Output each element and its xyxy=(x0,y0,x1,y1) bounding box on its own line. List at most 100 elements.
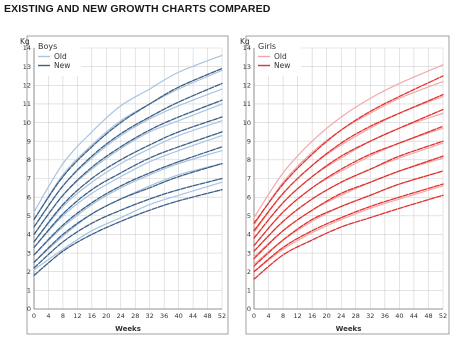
boys-y-tick-label: 13 xyxy=(23,63,31,71)
girls-y-tick-label: 11 xyxy=(243,100,251,108)
girls-x-tick-label: 8 xyxy=(281,312,285,320)
girls-y-axis-title: Kg xyxy=(240,37,250,46)
girls-y-tick-label: 9 xyxy=(247,137,251,145)
girls-x-tick-label: 0 xyxy=(252,312,256,320)
boys-x-tick-label: 12 xyxy=(73,312,81,320)
boys-y-tick-label: 6 xyxy=(27,193,31,201)
boys-y-tick-label: 2 xyxy=(27,268,31,276)
boys-x-tick-label: 8 xyxy=(61,312,65,320)
boys-x-tick-label: 48 xyxy=(203,312,211,320)
girls-x-tick-label: 24 xyxy=(337,312,345,320)
boys-y-tick-label: 9 xyxy=(27,137,31,145)
boys-legend-title: Boys xyxy=(38,42,57,51)
girls-x-tick-label: 36 xyxy=(381,312,389,320)
girls-y-tick-label: 3 xyxy=(247,249,251,257)
girls-new-curve-4 xyxy=(253,155,444,260)
girls-new-curve-6 xyxy=(253,125,444,247)
girls-y-tick-label: 2 xyxy=(247,268,251,276)
boys-y-tick-label: 12 xyxy=(23,81,31,89)
girls-y-tick-label: 13 xyxy=(243,63,251,71)
girls-new-curve-1 xyxy=(253,194,444,280)
girls-x-tick-label: 20 xyxy=(323,312,331,320)
girls-y-tick-label: 8 xyxy=(247,156,251,164)
girls-new-curve-9 xyxy=(253,75,444,224)
girls-new-curve-5 xyxy=(253,140,444,252)
girls-y-tick-label: 6 xyxy=(247,193,251,201)
boys-x-tick-label: 24 xyxy=(117,312,125,320)
boys-y-tick-label: 10 xyxy=(23,119,31,127)
boys-old-curve-8 xyxy=(33,69,223,221)
boys-y-tick-label: 4 xyxy=(27,231,31,239)
girls-series-new xyxy=(253,75,444,280)
girls-x-tick-label: 12 xyxy=(293,312,301,320)
boys-y-axis-title: Kg xyxy=(20,37,30,46)
girls-y-tick-label: 12 xyxy=(243,81,251,89)
boys-legend-bg xyxy=(35,40,81,76)
girls-y-tick-label: 0 xyxy=(247,305,251,313)
girls-legend-label-new: New xyxy=(274,61,290,70)
girls-x-tick-label: 4 xyxy=(266,312,270,320)
girls-old-curve-9 xyxy=(253,64,444,219)
girls-new-curve-8 xyxy=(253,93,444,232)
girls-new-curve-3 xyxy=(253,170,444,267)
boys-old-curve-4 xyxy=(33,135,223,249)
girls-x-tick-label: 16 xyxy=(308,312,316,320)
boys-y-tick-label: 0 xyxy=(27,305,31,313)
girls-y-tick-label: 5 xyxy=(247,212,251,220)
boys-new-curve-4 xyxy=(33,146,223,256)
boys-x-tick-label: 16 xyxy=(88,312,96,320)
boys-y-tick-label: 11 xyxy=(23,100,31,108)
boys-legend-label-old: Old xyxy=(54,52,67,61)
boys-old-curve-9 xyxy=(33,54,223,213)
boys-old-curve-1 xyxy=(33,181,223,271)
boys-y-tick-label: 1 xyxy=(27,287,31,295)
girls-x-axis-title: Weeks xyxy=(336,325,362,333)
boys-old-curve-3 xyxy=(33,149,223,256)
boys-new-curve-9 xyxy=(33,67,223,221)
boys-new-curve-8 xyxy=(33,82,223,228)
figure-title: EXISTING AND NEW GROWTH CHARTS COMPARED xyxy=(4,3,271,15)
girls-x-tick-label: 40 xyxy=(395,312,403,320)
boys-old-curve-5 xyxy=(33,120,223,243)
girls-x-tick-label: 52 xyxy=(439,312,447,320)
girls-y-tick-label: 4 xyxy=(247,231,251,239)
boys-new-curve-6 xyxy=(33,116,223,243)
boys-y-tick-label: 14 xyxy=(23,44,31,52)
boys-new-curve-2 xyxy=(33,177,223,269)
girls-y-tick-label: 10 xyxy=(243,119,251,127)
boys-x-tick-label: 44 xyxy=(189,312,197,320)
boys-new-curve-3 xyxy=(33,162,223,264)
girls-x-tick-label: 32 xyxy=(366,312,374,320)
boys-legend-label-new: New xyxy=(54,61,70,70)
girls-x-tick-label: 44 xyxy=(410,312,418,320)
girls-legend-title: Girls xyxy=(258,42,276,51)
boys-y-tick-label: 7 xyxy=(27,175,31,183)
girls-x-tick-label: 48 xyxy=(424,312,432,320)
boys-x-tick-label: 32 xyxy=(146,312,154,320)
girls-x-tick-label: 28 xyxy=(352,312,360,320)
boys-x-axis-title: Weeks xyxy=(115,325,141,333)
boys-y-tick-label: 5 xyxy=(27,212,31,220)
boys-x-tick-label: 36 xyxy=(160,312,168,320)
girls-new-curve-2 xyxy=(253,183,444,273)
boys-x-tick-label: 0 xyxy=(32,312,36,320)
girls-y-tick-label: 7 xyxy=(247,175,251,183)
boys-y-tick-label: 8 xyxy=(27,156,31,164)
boys-new-curve-5 xyxy=(33,131,223,249)
girls-y-tick-label: 14 xyxy=(243,44,251,52)
girls-y-tick-label: 1 xyxy=(247,287,251,295)
boys-new-curve-1 xyxy=(33,189,223,277)
boys-x-tick-label: 40 xyxy=(174,312,182,320)
girls-panel-frame xyxy=(245,35,450,335)
girls-old-curve-1 xyxy=(253,185,444,273)
boys-x-tick-label: 28 xyxy=(131,312,139,320)
girls-new-curve-7 xyxy=(253,108,444,239)
boys-series-new xyxy=(33,67,223,277)
boys-y-tick-label: 3 xyxy=(27,249,31,257)
